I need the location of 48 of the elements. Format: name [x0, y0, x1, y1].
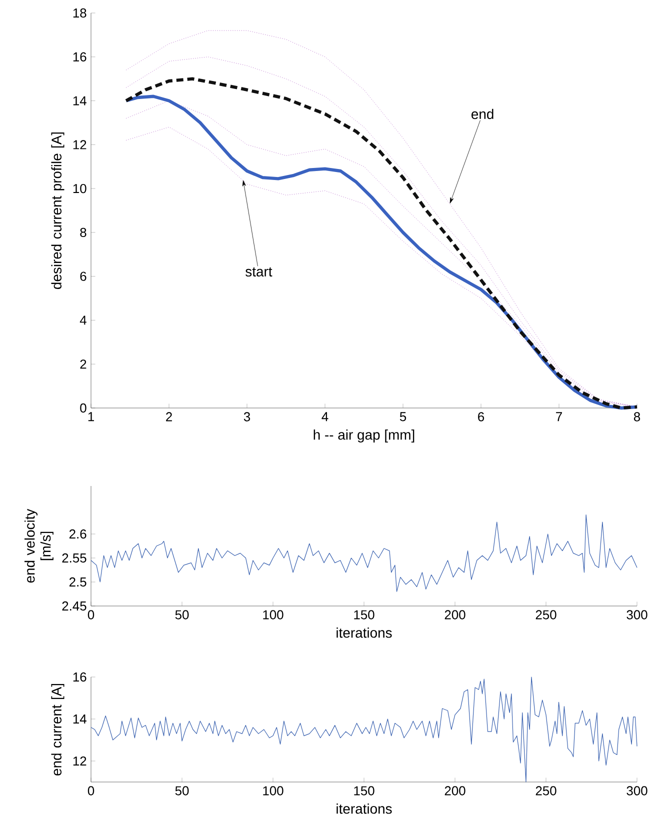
y-tick-label: 18: [73, 8, 86, 18]
y-tick-label: 16: [73, 672, 86, 682]
y-tick-label: 0: [80, 403, 86, 413]
x-tick-label: 0: [88, 786, 94, 796]
x-tick-label: 200: [444, 610, 466, 620]
x-tick-label: 300: [626, 786, 648, 796]
y-tick-label: 12: [73, 140, 86, 150]
x-tick-label: 0: [88, 610, 94, 620]
x-tick-label: 300: [626, 610, 648, 620]
x-tick-label: 3: [244, 412, 250, 422]
y-axis-title: end current [A]: [51, 684, 64, 776]
y-axis-title: end velocity [m/s]: [24, 508, 54, 583]
y-tick-label: 2.6: [69, 529, 86, 539]
y-tick-label: 4: [80, 316, 86, 325]
x-tick-label: 4: [322, 412, 328, 422]
x-tick-label: 50: [175, 786, 189, 796]
x-tick-label: 250: [536, 610, 556, 620]
y-tick-label: 16: [73, 52, 86, 62]
y-tick-label: 14: [73, 96, 86, 106]
y-tick-label: 2.5: [69, 577, 86, 587]
y-tick-label: 2.45: [62, 601, 86, 611]
x-axis-title: iterations: [336, 628, 392, 638]
x-tick-label: 200: [444, 786, 466, 796]
y-tick-label: 12: [73, 756, 86, 766]
x-tick-label: 150: [354, 786, 374, 796]
line-series: [90, 676, 638, 782]
annotation: start: [246, 267, 272, 277]
y-axis-title: desired current profile [A]: [51, 132, 64, 289]
y-tick-label: 2.55: [62, 553, 86, 563]
y-tick-label: 8: [80, 228, 86, 238]
x-tick-label: 1: [88, 412, 94, 422]
y-tick-label: 14: [73, 714, 86, 724]
y-tick-label: 10: [73, 184, 86, 194]
x-tick-label: 2: [166, 412, 172, 422]
x-tick-label: 50: [175, 610, 189, 620]
x-tick-label: 7: [556, 412, 562, 422]
x-tick-label: 100: [263, 610, 284, 620]
y-tick-label: 2: [80, 360, 86, 369]
x-axis-title: h -- air gap [mm]: [314, 430, 414, 443]
x-tick-label: 150: [354, 610, 374, 620]
x-axis-title: iterations: [336, 804, 392, 814]
x-tick-label: 8: [634, 412, 640, 422]
annotation: end: [472, 108, 494, 120]
x-tick-label: 6: [478, 412, 484, 422]
x-tick-label: 5: [400, 412, 406, 422]
x-tick-label: 100: [263, 786, 284, 796]
x-tick-label: 250: [536, 786, 556, 796]
y-tick-label: 6: [80, 272, 86, 281]
